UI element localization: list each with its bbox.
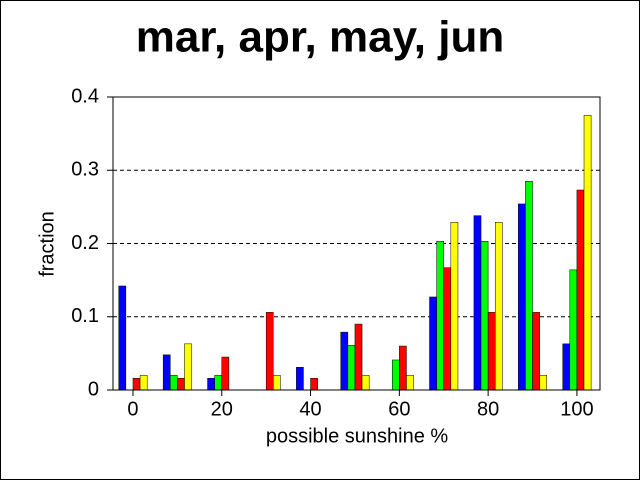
y-tick-label: 0.3 — [71, 159, 99, 181]
bar — [436, 241, 444, 391]
x-tick-label: 0 — [127, 398, 138, 420]
bar — [406, 375, 414, 391]
bar — [399, 345, 407, 391]
bar — [450, 222, 459, 391]
chart-title: mar, apr, may, jun — [136, 13, 504, 62]
plot-border — [112, 96, 601, 391]
bar — [132, 378, 141, 391]
y-tick-label: 0.2 — [71, 232, 99, 254]
bar — [473, 215, 482, 391]
bar — [576, 189, 585, 391]
x-axis-label: possible sunshine % — [266, 425, 449, 447]
bar — [273, 375, 281, 391]
bar — [221, 356, 230, 391]
bar — [170, 375, 178, 391]
bar — [265, 312, 274, 391]
bar — [583, 115, 592, 391]
bar — [562, 343, 571, 391]
x-tick-label: 100 — [560, 398, 593, 420]
bar — [177, 378, 185, 391]
bar — [569, 269, 578, 391]
bar — [361, 375, 370, 391]
bar — [296, 367, 304, 391]
bar — [139, 375, 148, 391]
bar — [429, 296, 437, 391]
bar — [539, 375, 547, 391]
bar — [214, 375, 223, 391]
bar — [525, 180, 533, 391]
y-tick-label: 0.1 — [71, 305, 99, 327]
bar — [480, 241, 489, 391]
x-tick-label: 80 — [477, 398, 499, 420]
y-axis-label: fraction — [36, 211, 58, 277]
bar — [391, 359, 400, 391]
bar — [162, 354, 171, 391]
x-tick-label: 60 — [388, 398, 410, 420]
x-tick-label: 20 — [211, 398, 233, 420]
bar — [443, 267, 452, 391]
bar — [207, 378, 215, 391]
bar — [184, 343, 192, 391]
bar — [118, 285, 127, 391]
bar — [354, 323, 363, 391]
bar — [487, 312, 496, 391]
y-tick-label: 0 — [88, 378, 99, 400]
x-tick-label: 40 — [299, 398, 321, 420]
bar — [347, 345, 356, 391]
y-tick-label: 0.4 — [71, 85, 99, 107]
bar — [494, 222, 503, 391]
bar — [310, 378, 318, 391]
bar — [340, 331, 349, 391]
bar — [532, 312, 540, 391]
bar — [518, 203, 526, 391]
